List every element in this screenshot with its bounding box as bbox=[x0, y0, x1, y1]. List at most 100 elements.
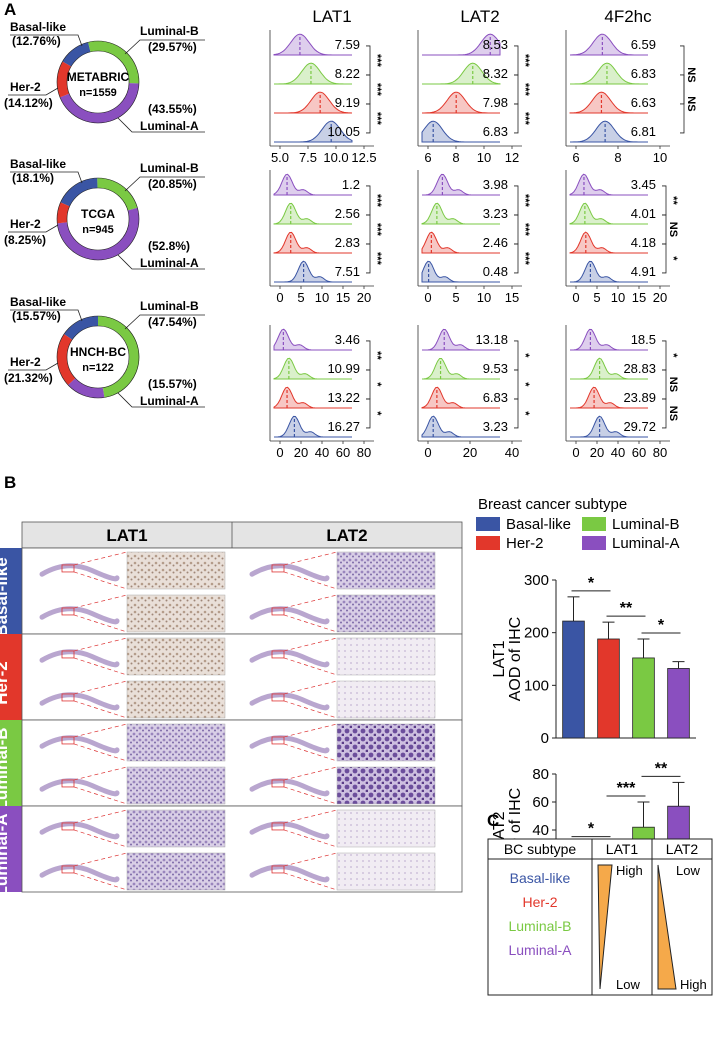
ridge-mean-label: 2.56 bbox=[335, 206, 360, 221]
zoom-guide bbox=[73, 723, 128, 738]
sig-star: * bbox=[588, 821, 595, 838]
leader-her2 bbox=[8, 87, 59, 96]
ihc-micrograph bbox=[336, 594, 436, 633]
sig-bracket bbox=[662, 398, 667, 429]
zoom-guide bbox=[283, 594, 338, 609]
ridge-density-her2 bbox=[273, 231, 352, 254]
sig-bracket bbox=[514, 103, 519, 134]
ridge-tick-label: 80 bbox=[653, 445, 667, 460]
sig-label: *** bbox=[371, 223, 383, 237]
ihc-col-title-lat2: LAT2 bbox=[326, 526, 367, 545]
ridge-mean-label: 2.46 bbox=[483, 235, 508, 250]
leader-her2 bbox=[8, 224, 59, 233]
zoom-guide bbox=[283, 723, 338, 738]
zoom-guide bbox=[283, 680, 338, 695]
ridge-tick-label: 20 bbox=[294, 445, 308, 460]
ridge-tick-label: 0 bbox=[424, 290, 431, 305]
slide-thumbnail bbox=[249, 735, 330, 754]
ridge-tick-label: 10 bbox=[653, 150, 667, 165]
ihc-row-label: Luminal-B bbox=[0, 727, 11, 810]
leader-basal bbox=[10, 34, 83, 47]
ridge-mean-label: 3.45 bbox=[631, 177, 656, 192]
donut-slice-basal bbox=[62, 42, 91, 67]
sig-bracket bbox=[514, 74, 519, 105]
donut-pct-her2: (8.25%) bbox=[4, 233, 46, 247]
ridge-mean-label: 13.22 bbox=[327, 390, 360, 405]
ihc-micrograph bbox=[126, 680, 226, 719]
legend-label-lumB: Luminal-B bbox=[612, 516, 680, 533]
zoom-guide bbox=[73, 786, 128, 805]
sig-label: *** bbox=[519, 223, 531, 237]
ridge-density-lumA bbox=[422, 173, 500, 196]
slide-thumbnail bbox=[249, 778, 330, 797]
ridge-density-her2 bbox=[274, 91, 353, 114]
summary-table: BC subtype LAT1 LAT2 Basal-like Her-2 Luminal… bbox=[487, 838, 713, 996]
ridge-density-lumB bbox=[421, 358, 500, 380]
ridge-density-lumB bbox=[569, 202, 648, 225]
table-header-subtype: BC subtype bbox=[504, 841, 577, 857]
sig-label: *** bbox=[519, 194, 531, 208]
donut-3: HNCH-BCn=122Basal-like(15.57%)Her-2(21.3… bbox=[4, 295, 205, 408]
ihc-row-band-her2 bbox=[0, 634, 22, 720]
donut-slice-her2 bbox=[56, 61, 72, 98]
donut-outline bbox=[56, 40, 140, 124]
leader-lumB bbox=[124, 176, 205, 192]
donut-label-lumA: Luminal-A bbox=[140, 394, 199, 408]
sig-label: ** bbox=[371, 351, 383, 360]
ridge-mean-label: 3.23 bbox=[483, 206, 508, 221]
ridge-plots: 5.0 7.5 10.0 12.57.598.229.1910.05*********… bbox=[269, 30, 697, 460]
ridge-tick-label: 0 bbox=[276, 290, 283, 305]
donut-pct-her2: (14.12%) bbox=[4, 96, 53, 110]
ridge-mean-label: 4.18 bbox=[631, 235, 656, 250]
ihc-micrograph bbox=[126, 551, 226, 590]
zoom-box bbox=[271, 865, 285, 874]
ridge-mean-label: 6.83 bbox=[483, 124, 508, 139]
ridge-density-lumB bbox=[422, 62, 501, 85]
sig-label: *** bbox=[371, 112, 383, 126]
ridge-tick-label: 12 bbox=[505, 150, 519, 165]
ihc-row-label: Luminal-A bbox=[0, 813, 11, 896]
ridge-tick-label: 15 bbox=[632, 290, 646, 305]
ridge-density-basal bbox=[570, 120, 648, 143]
donut-pct-basal: (15.57%) bbox=[12, 309, 61, 323]
ihc-micrograph bbox=[126, 852, 226, 891]
ridge-tick-label: 5.0 bbox=[271, 150, 289, 165]
ridge-density-her2 bbox=[422, 91, 500, 114]
ridge-title-4f2hc: 4F2hc bbox=[604, 7, 652, 26]
ridge-2-3: 0 5 10 15 20 3.45 4.01 4.18 4.91 ** NS * bbox=[565, 170, 679, 305]
slide-thumbnail bbox=[39, 821, 120, 840]
zoom-guide bbox=[283, 657, 338, 676]
ridge-mean-label: 6.83 bbox=[631, 66, 656, 81]
sig-bracket bbox=[366, 369, 371, 400]
sig-label: *** bbox=[519, 54, 531, 68]
donut-label-her2: Her-2 bbox=[10, 80, 41, 94]
sig-bracket bbox=[680, 74, 685, 134]
subtype-legend: Breast cancer subtype Basal-like Her-2 Lum… bbox=[476, 496, 680, 552]
donut-slice-lumB bbox=[97, 177, 138, 211]
ridge-tick-label: 20 bbox=[463, 445, 477, 460]
donut-pct-lumB: (47.54%) bbox=[148, 315, 197, 329]
zoom-box bbox=[271, 650, 285, 659]
slide-thumbnail bbox=[249, 692, 330, 711]
sig-label: NS bbox=[685, 67, 697, 82]
sig-bracket bbox=[662, 185, 667, 216]
donut-slice-her2 bbox=[57, 202, 70, 224]
table-row-basal: Basal-like bbox=[510, 870, 571, 886]
panel-label-b: B bbox=[4, 473, 16, 492]
sig-label: NS bbox=[685, 96, 697, 111]
zoom-box bbox=[61, 693, 75, 702]
donut-label-lumB: Luminal-B bbox=[140, 24, 199, 38]
donut-pct-lumA: (43.55%) bbox=[148, 102, 197, 116]
donut-slice-her2 bbox=[57, 334, 76, 386]
ridge-mean-label: 9.19 bbox=[335, 95, 360, 110]
ridge-mean-label: 3.46 bbox=[335, 332, 360, 347]
ridge-density-basal bbox=[570, 415, 648, 438]
ridge-tick-label: 0 bbox=[572, 445, 579, 460]
ihc-micrograph bbox=[336, 852, 436, 891]
sig-label: *** bbox=[371, 194, 383, 208]
donut-slice-lumA bbox=[59, 82, 139, 124]
ridge-mean-label: 3.98 bbox=[483, 177, 508, 192]
sig-label: *** bbox=[519, 252, 531, 266]
